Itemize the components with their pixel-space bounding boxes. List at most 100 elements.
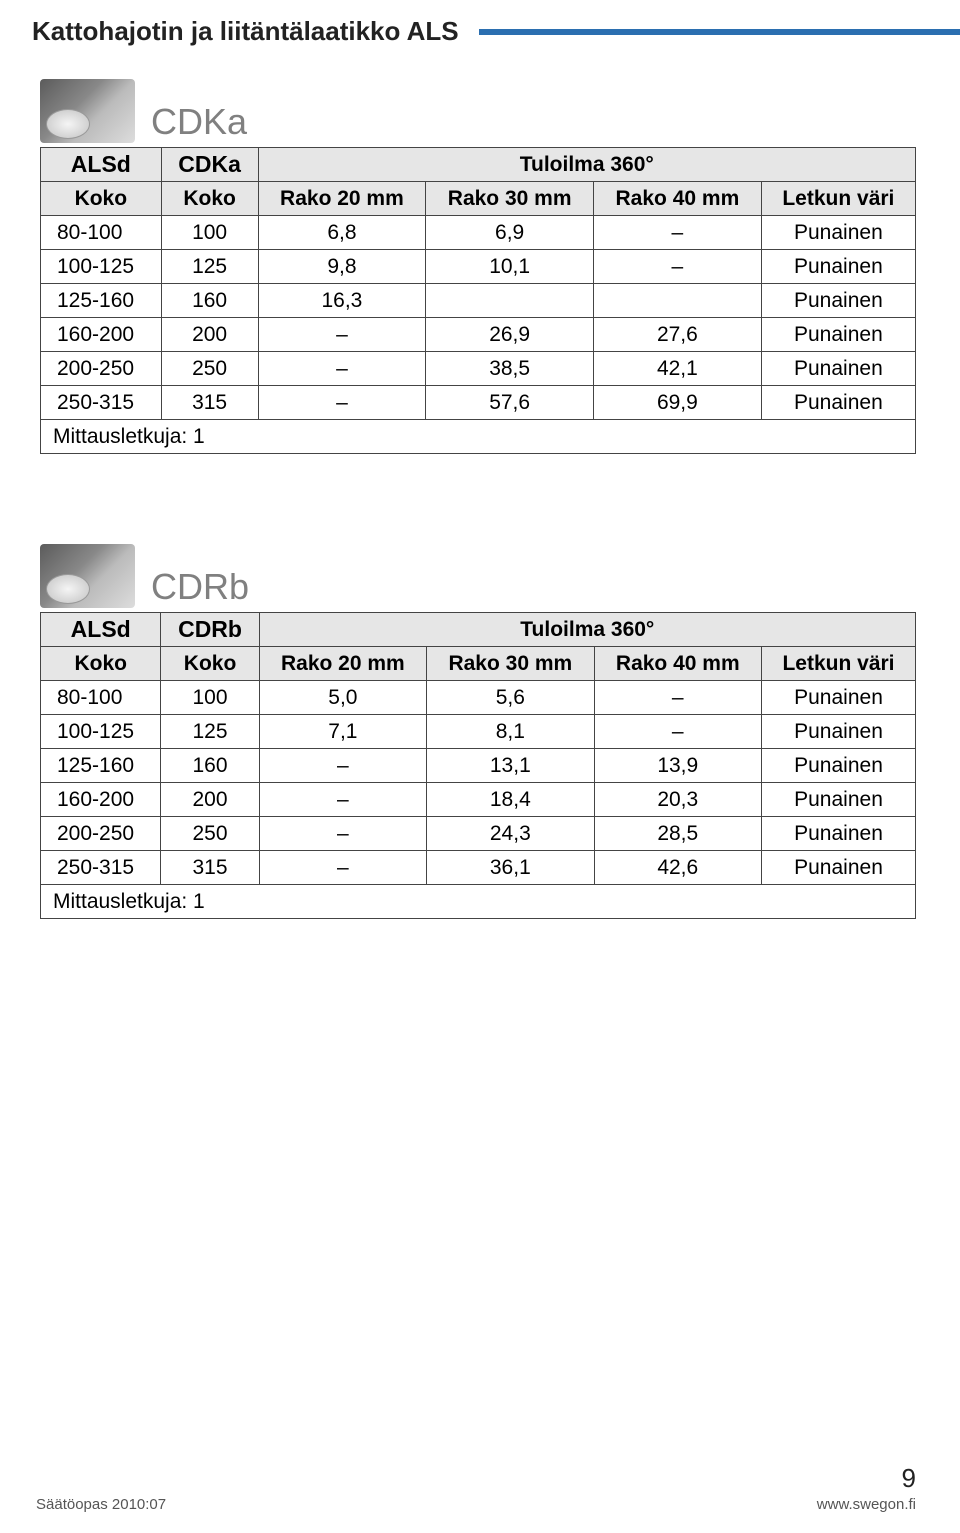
cell: Punainen — [761, 216, 915, 250]
cell: 13,1 — [427, 749, 594, 783]
table-row: 160-200 200 – 26,9 27,6 Punainen — [41, 318, 916, 352]
cell: 160-200 — [41, 783, 161, 817]
cell: 250-315 — [41, 386, 162, 420]
cell: – — [258, 352, 426, 386]
cell: 24,3 — [427, 817, 594, 851]
cell: 100-125 — [41, 250, 162, 284]
th-col: Rako 40 mm — [594, 647, 761, 681]
cell: 100-125 — [41, 715, 161, 749]
th-col: Letkun väri — [761, 182, 915, 216]
cell: 5,6 — [427, 681, 594, 715]
product-header: CDKa — [40, 79, 916, 143]
cell: – — [259, 783, 426, 817]
cell: 200 — [161, 318, 258, 352]
cell: 9,8 — [258, 250, 426, 284]
cell: 6,9 — [426, 216, 594, 250]
th-model-a: ALSd — [41, 148, 162, 182]
th-col: Koko — [41, 647, 161, 681]
cell: 80-100 — [41, 681, 161, 715]
cell: 8,1 — [427, 715, 594, 749]
cell: 6,8 — [258, 216, 426, 250]
th-col: Koko — [161, 647, 259, 681]
cell: 5,0 — [259, 681, 426, 715]
th-col: Rako 30 mm — [427, 647, 594, 681]
footer-left: Säätöopas 2010:07 — [36, 1496, 166, 1513]
product-group-cdka: CDKa ALSd CDKa Tuloilma 360° Koko Koko R… — [40, 79, 916, 454]
footer-right: www.swegon.fi — [817, 1496, 916, 1513]
th-col: Koko — [161, 182, 258, 216]
cell: – — [259, 817, 426, 851]
table-row: 160-200 200 – 18,4 20,3 Punainen — [41, 783, 916, 817]
footnote-cell: Mittausletkuja: 1 — [41, 420, 916, 454]
cell: Punainen — [762, 681, 916, 715]
table-row: 200-250 250 – 24,3 28,5 Punainen — [41, 817, 916, 851]
cell: 200-250 — [41, 352, 162, 386]
th-group: Tuloilma 360° — [259, 613, 915, 647]
th-group: Tuloilma 360° — [258, 148, 915, 182]
product-image-cdrb — [40, 544, 135, 608]
footnote-row: Mittausletkuja: 1 — [41, 420, 916, 454]
product-image-cdka — [40, 79, 135, 143]
cell: 100 — [161, 216, 258, 250]
cell: Punainen — [761, 250, 915, 284]
cell: 42,1 — [594, 352, 762, 386]
cell: – — [259, 749, 426, 783]
cell — [594, 284, 762, 318]
title-rule — [479, 29, 960, 35]
data-table-cdka: ALSd CDKa Tuloilma 360° Koko Koko Rako 2… — [40, 147, 916, 454]
cell: 27,6 — [594, 318, 762, 352]
cell: 125-160 — [41, 749, 161, 783]
cell: 18,4 — [427, 783, 594, 817]
th-col: Rako 20 mm — [258, 182, 426, 216]
cell: 16,3 — [258, 284, 426, 318]
cell: 69,9 — [594, 386, 762, 420]
cell: – — [594, 681, 761, 715]
cell: – — [258, 386, 426, 420]
cell: 57,6 — [426, 386, 594, 420]
cell: 250 — [161, 817, 259, 851]
cell: – — [594, 250, 762, 284]
product-group-cdrb: CDRb ALSd CDRb Tuloilma 360° Koko Koko R… — [40, 544, 916, 919]
cell: – — [594, 216, 762, 250]
cell: 42,6 — [594, 851, 761, 885]
cell: 26,9 — [426, 318, 594, 352]
cell: 10,1 — [426, 250, 594, 284]
page-header: Kattohajotin ja liitäntälaatikko ALS — [0, 0, 960, 55]
cell: 125-160 — [41, 284, 162, 318]
cell: Punainen — [761, 318, 915, 352]
cell: 28,5 — [594, 817, 761, 851]
cell: 38,5 — [426, 352, 594, 386]
footnote-row: Mittausletkuja: 1 — [41, 885, 916, 919]
table-row: 100-125 125 7,1 8,1 – Punainen — [41, 715, 916, 749]
th-model-b: CDKa — [161, 148, 258, 182]
cell: Punainen — [761, 284, 915, 318]
cell: 250 — [161, 352, 258, 386]
th-col: Rako 40 mm — [594, 182, 762, 216]
product-name: CDKa — [151, 101, 247, 143]
table-row: 250-315 315 – 57,6 69,9 Punainen — [41, 386, 916, 420]
cell — [426, 284, 594, 318]
th-col: Rako 20 mm — [259, 647, 426, 681]
th-col: Rako 30 mm — [426, 182, 594, 216]
cell: 250-315 — [41, 851, 161, 885]
table-row: 250-315 315 – 36,1 42,6 Punainen — [41, 851, 916, 885]
page-number: 9 — [817, 1463, 916, 1494]
product-header: CDRb — [40, 544, 916, 608]
cell: 100 — [161, 681, 259, 715]
cell: 36,1 — [427, 851, 594, 885]
th-model-b: CDRb — [161, 613, 259, 647]
cell: 160 — [161, 284, 258, 318]
th-col: Letkun väri — [762, 647, 916, 681]
cell: 160-200 — [41, 318, 162, 352]
cell: Punainen — [761, 386, 915, 420]
cell: 315 — [161, 386, 258, 420]
data-table-cdrb: ALSd CDRb Tuloilma 360° Koko Koko Rako 2… — [40, 612, 916, 919]
cell: 20,3 — [594, 783, 761, 817]
page-footer: Säätöopas 2010:07 9 www.swegon.fi — [36, 1463, 916, 1513]
footnote-cell: Mittausletkuja: 1 — [41, 885, 916, 919]
cell: 80-100 — [41, 216, 162, 250]
cell: Punainen — [762, 715, 916, 749]
table-row: 80-100 100 6,8 6,9 – Punainen — [41, 216, 916, 250]
product-name: CDRb — [151, 566, 249, 608]
cell: 200-250 — [41, 817, 161, 851]
